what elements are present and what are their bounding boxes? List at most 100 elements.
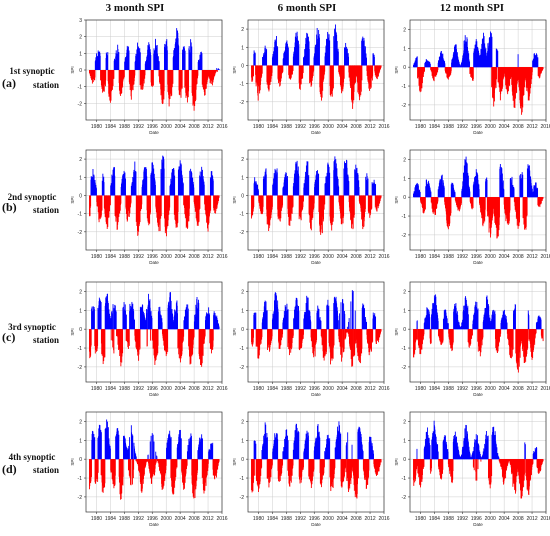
x-axis-label: Date: [311, 392, 321, 397]
row-label-d-line1: 4th synoptic: [8, 452, 56, 462]
x-tick-label: 1996: [147, 386, 158, 392]
y-tick-label: -1: [402, 84, 407, 90]
y-axis-label: SPI: [232, 196, 237, 203]
x-tick-label: 2008: [513, 124, 524, 130]
x-tick-label: 1992: [295, 124, 306, 130]
x-tick-label: 1996: [309, 254, 320, 260]
x-tick-label: 2008: [189, 254, 200, 260]
x-tick-label: 1984: [267, 254, 278, 260]
row-label-b-line2: station: [32, 205, 59, 215]
x-tick-label: 1984: [105, 254, 116, 260]
x-tick-label: 2000: [161, 386, 172, 392]
x-tick-label: 1996: [471, 254, 482, 260]
x-tick-label: 2004: [175, 254, 186, 260]
y-tick-label: 1: [79, 175, 82, 181]
y-tick-label: 2: [79, 35, 82, 41]
x-tick-label: 2004: [337, 254, 348, 260]
x-tick-label: 2016: [378, 386, 389, 392]
x-tick-label: 2012: [202, 386, 213, 392]
y-tick-label: -2: [78, 230, 83, 236]
x-tick-label: 1988: [119, 254, 130, 260]
x-tick-label: 1996: [309, 386, 320, 392]
x-tick-label: 1992: [133, 516, 144, 522]
x-tick-label: 2012: [202, 516, 213, 522]
y-axis-label: SPI: [70, 328, 75, 335]
y-tick-label: -2: [240, 365, 245, 371]
y-tick-label: 1: [241, 175, 244, 181]
y-tick-label: 1: [241, 308, 244, 314]
x-tick-label: 1992: [133, 386, 144, 392]
x-tick-label: 2008: [513, 386, 524, 392]
x-tick-label: 1988: [281, 124, 292, 130]
x-tick-label: 2016: [378, 124, 389, 130]
y-tick-label: 2: [79, 419, 82, 425]
y-tick-label: -1: [240, 346, 245, 352]
y-tick-label: -2: [240, 230, 245, 236]
y-tick-label: 0: [241, 193, 244, 199]
y-axis-label: SPI: [70, 458, 75, 465]
x-tick-label: 1992: [133, 254, 144, 260]
x-tick-label: 2004: [175, 386, 186, 392]
axes-frame: [85, 411, 223, 513]
x-tick-label: 2004: [175, 124, 186, 130]
row-label-b-line1: 2nd synoptic: [7, 192, 57, 202]
axes-frame: [409, 19, 547, 121]
y-axis-label: SPI: [394, 328, 399, 335]
x-tick-label: 1980: [253, 124, 264, 130]
y-tick-label: 0: [403, 327, 406, 333]
row-label-d: 4th synoptic: [2, 452, 62, 462]
x-tick-label: 1992: [457, 124, 468, 130]
y-tick-label: 2: [403, 27, 406, 33]
x-tick-label: 2012: [526, 254, 537, 260]
y-tick-label: -1: [78, 85, 83, 91]
x-tick-label: 1996: [147, 254, 158, 260]
y-tick-label: -2: [240, 100, 245, 106]
row-label-a: 1st synoptic: [2, 66, 62, 76]
x-tick-label: 1992: [295, 254, 306, 260]
x-tick-label: 2012: [202, 124, 213, 130]
x-tick-label: 1996: [471, 124, 482, 130]
x-axis-label: Date: [149, 522, 159, 527]
y-tick-label: 0: [79, 193, 82, 199]
col-title-3: 12 month SPI: [439, 2, 505, 14]
x-tick-label: 2012: [202, 254, 213, 260]
x-tick-label: 2012: [364, 386, 375, 392]
x-tick-label: 2000: [323, 254, 334, 260]
y-tick-label: 2: [241, 157, 244, 163]
x-tick-label: 1984: [429, 254, 440, 260]
x-tick-label: 2012: [364, 124, 375, 130]
x-tick-label: 2008: [189, 124, 200, 130]
x-axis-label: Date: [311, 260, 321, 265]
row-label-b: 2nd synoptic: [2, 192, 62, 202]
x-tick-label: 2008: [189, 516, 200, 522]
x-tick-label: 2008: [351, 386, 362, 392]
x-tick-label: 2008: [513, 254, 524, 260]
x-tick-label: 2016: [540, 386, 550, 392]
x-tick-label: 2004: [499, 386, 510, 392]
x-tick-label: 2012: [364, 254, 375, 260]
row-label-c: 3rd synoptic: [2, 322, 62, 332]
x-tick-label: 2000: [161, 516, 172, 522]
y-tick-label: -1: [78, 346, 83, 352]
y-tick-label: -2: [78, 365, 83, 371]
x-tick-label: 2016: [540, 254, 550, 260]
x-tick-label: 1984: [429, 124, 440, 130]
y-tick-label: 3: [79, 18, 82, 24]
y-tick-label: 1: [79, 51, 82, 57]
y-tick-label: 2: [403, 289, 406, 295]
row-label-a-line2: station: [32, 80, 59, 90]
x-tick-label: 1992: [295, 386, 306, 392]
x-axis-label: Date: [311, 130, 321, 135]
x-tick-label: 2000: [485, 386, 496, 392]
y-tick-label: 1: [403, 176, 406, 182]
x-tick-label: 1992: [457, 254, 468, 260]
x-tick-label: 2000: [161, 124, 172, 130]
x-tick-label: 1980: [415, 254, 426, 260]
x-tick-label: 2016: [540, 124, 550, 130]
x-tick-label: 1980: [253, 254, 264, 260]
